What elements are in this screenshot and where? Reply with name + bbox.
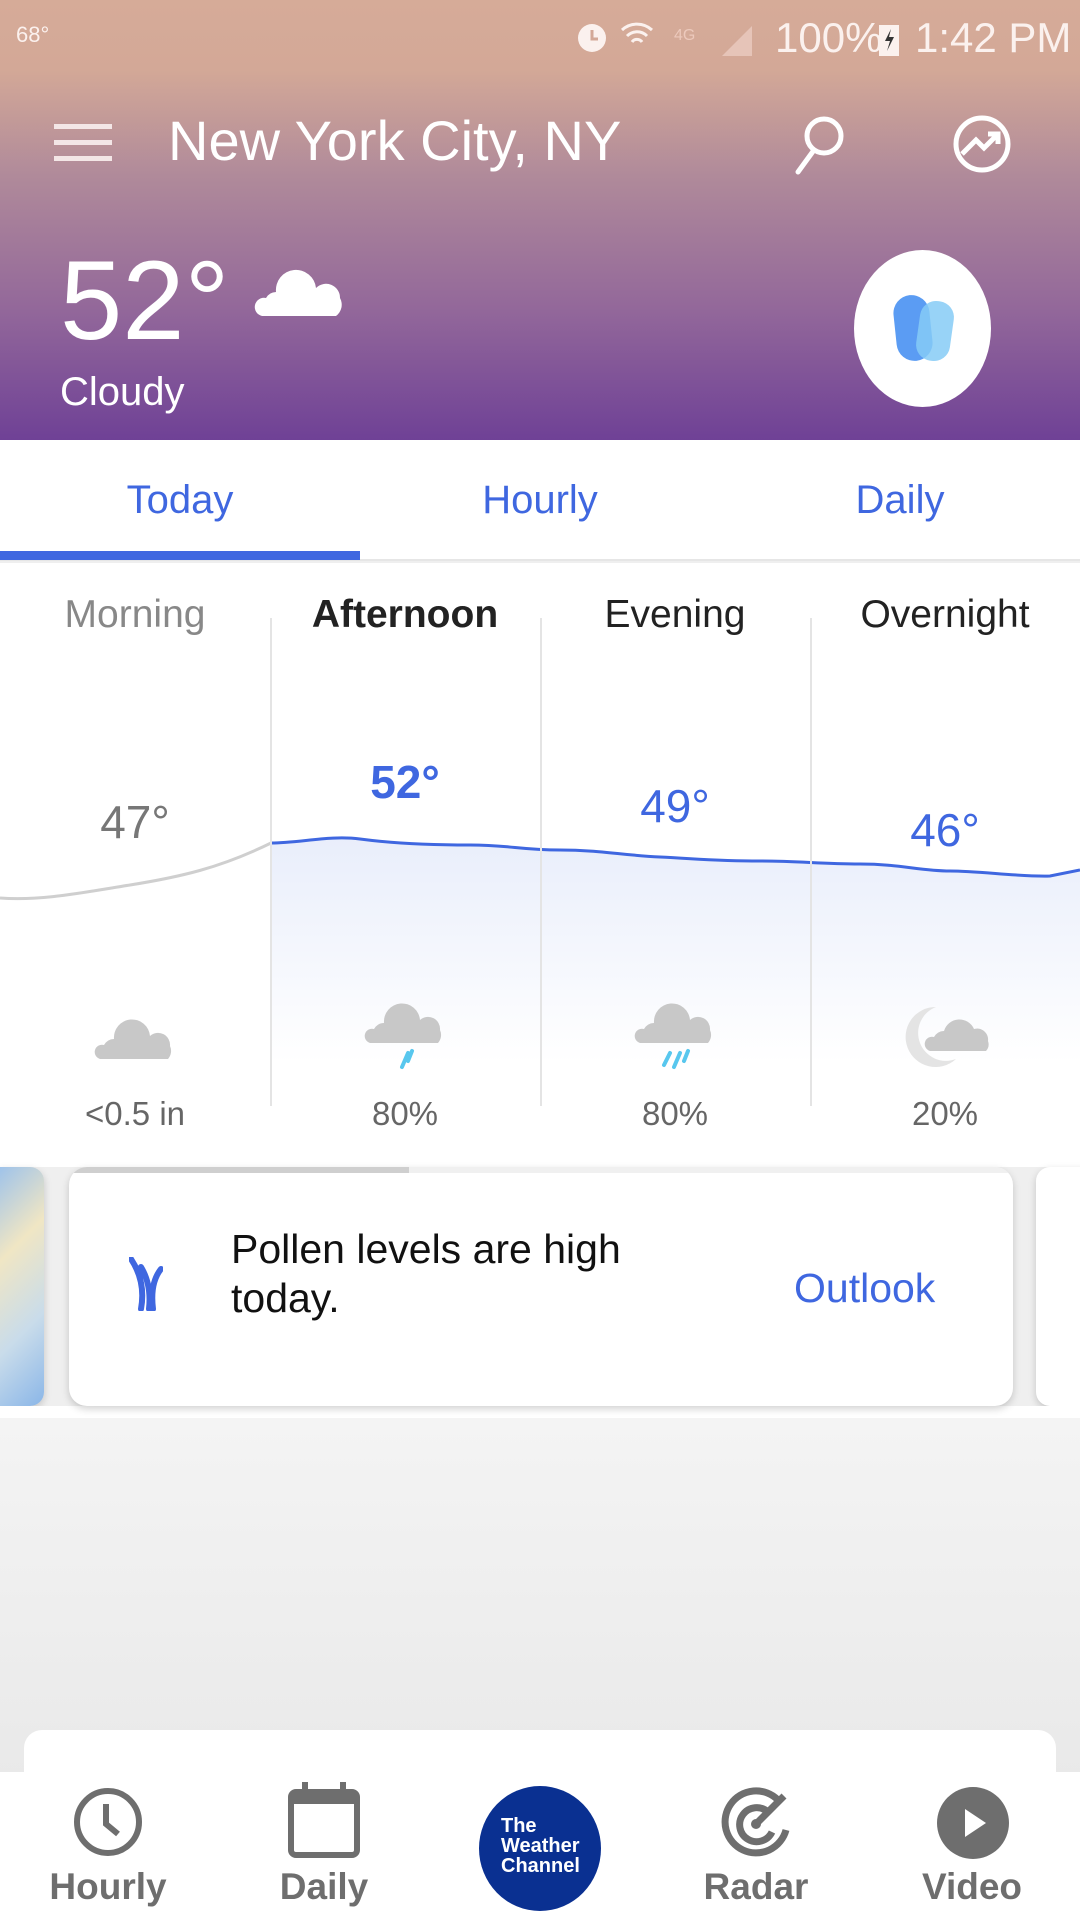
period-temp: 49°: [640, 780, 710, 832]
temperature-trend-line: [0, 836, 1080, 1063]
status-temp: 68°: [16, 22, 50, 47]
play-icon: [937, 1787, 1009, 1859]
clock: 1:42 PM: [915, 14, 1072, 61]
location-title[interactable]: New York City, NY: [168, 109, 622, 172]
trending-icon[interactable]: [950, 112, 1014, 176]
partly-cloudy-night-icon: [905, 1006, 989, 1067]
divider: [810, 618, 812, 1106]
rain-icon: [634, 1003, 712, 1069]
today-periods: Morning 47° <0.5 in Afternoon 52° 80% Ev…: [0, 563, 1080, 1167]
calendar-icon: [288, 1782, 360, 1858]
period-name: Afternoon: [311, 593, 499, 636]
radar-icon: [721, 1787, 790, 1857]
menu-icon[interactable]: [54, 122, 112, 164]
card-progress-fill: [69, 1167, 409, 1173]
rain-icon: [364, 1003, 442, 1069]
period-morning[interactable]: Morning 47° <0.5 in: [0, 563, 270, 1132]
divider: [270, 618, 272, 1106]
period-detail: 20%: [911, 1095, 979, 1132]
status-icons: 4G: [578, 22, 752, 56]
period-overnight[interactable]: Overnight 46° 20%: [810, 563, 1080, 1132]
svg-text:4G: 4G: [674, 27, 695, 44]
map-card[interactable]: [0, 1167, 44, 1406]
pollen-insight-card[interactable]: Pollen levels are high today. Outlook: [69, 1167, 1013, 1406]
twc-logo-text: The Weather Channel: [501, 1815, 580, 1877]
feed-background: [0, 1418, 1080, 1778]
nav-label: Video: [921, 1866, 1023, 1907]
twc-logo: The Weather Channel: [479, 1786, 601, 1911]
period-name: Overnight: [860, 593, 1030, 636]
tab-bar: Today Hourly Daily: [0, 440, 1080, 561]
nav-label: Daily: [279, 1866, 369, 1907]
tab-hourly[interactable]: Hourly: [482, 478, 598, 522]
period-temp: 46°: [910, 804, 980, 856]
battery-percent: 100%: [775, 14, 883, 61]
current-condition: Cloudy: [60, 370, 185, 414]
search-icon[interactable]: [790, 112, 850, 176]
cards-strip: [0, 1406, 1080, 1418]
current-temperature: 52°: [60, 238, 230, 363]
period-detail: 80%: [371, 1095, 439, 1132]
next-card[interactable]: [1036, 1167, 1080, 1406]
cloud-icon: [254, 269, 342, 316]
outlook-link[interactable]: Outlook: [794, 1265, 936, 1311]
period-name: Evening: [604, 593, 746, 636]
pollen-grass-icon: [129, 1257, 163, 1311]
cloud-icon: [94, 1019, 172, 1059]
insight-text: Pollen levels are high today.: [231, 1226, 621, 1321]
header: 68° 4G 100% 1:42 PM New York City, NY 52…: [0, 0, 1080, 440]
card-progress-track: [69, 1167, 1013, 1173]
divider: [540, 618, 542, 1106]
period-name: Morning: [64, 593, 206, 636]
tab-daily[interactable]: Daily: [855, 478, 945, 522]
tab-today[interactable]: Today: [126, 478, 234, 522]
bottom-nav: Hourly Daily The Weather Channel Radar V…: [0, 1772, 1080, 1920]
period-evening[interactable]: Evening 49° 80%: [540, 563, 810, 1132]
period-detail: 80%: [641, 1095, 709, 1132]
battery-icon: [879, 25, 899, 56]
period-detail: <0.5 in: [85, 1095, 185, 1132]
active-tab-indicator: [0, 551, 360, 560]
feature-button[interactable]: [854, 250, 991, 407]
period-afternoon[interactable]: Afternoon 52° 80%: [270, 563, 540, 1132]
nav-label: Hourly: [49, 1866, 167, 1907]
period-temp: 52°: [370, 756, 440, 808]
clock-icon: [74, 1788, 142, 1856]
feature-button-icon: [893, 295, 954, 362]
period-temp: 47°: [100, 796, 170, 848]
nav-label: Radar: [703, 1866, 809, 1907]
